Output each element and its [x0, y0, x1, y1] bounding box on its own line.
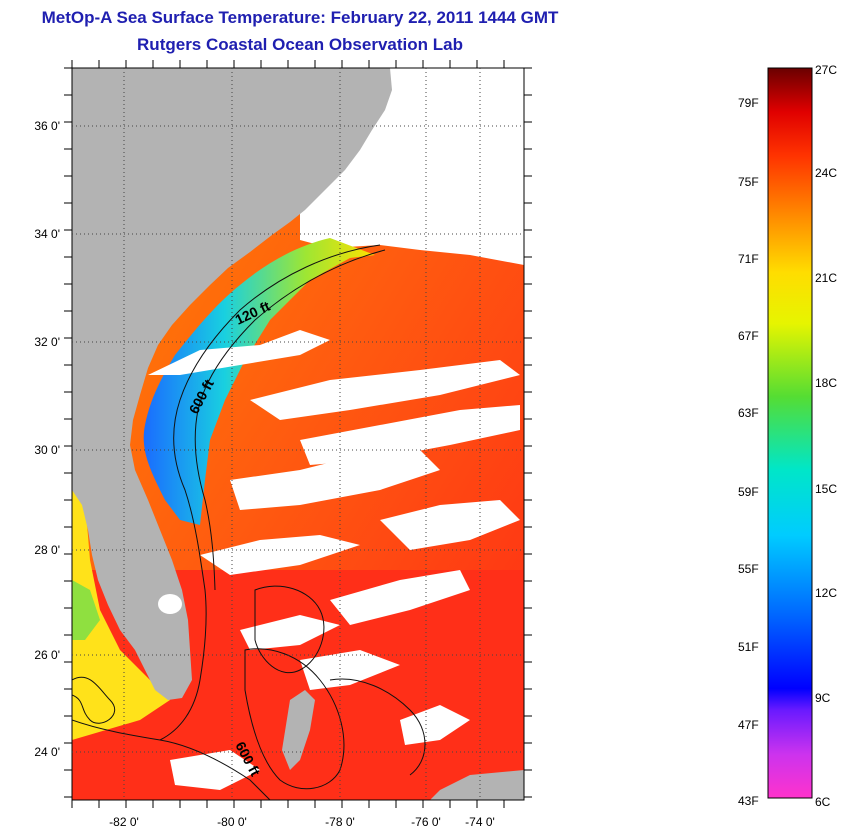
- lat-tick-label: 32 0': [34, 335, 60, 349]
- celsius-label: 6C: [815, 795, 831, 809]
- fahrenheit-label: 79F: [738, 96, 759, 110]
- lat-tick-label: 26 0': [34, 648, 60, 662]
- map-subtitle: Rutgers Coastal Ocean Observation Lab: [137, 35, 463, 54]
- cold-shelf-water: [143, 238, 375, 525]
- lat-tick-label: 34 0': [34, 227, 60, 241]
- lon-tick-label: -80 0': [217, 815, 247, 829]
- sst-map: 120 ft 600 ft 600 ft 36 0' 34 0' 32 0' 3…: [34, 60, 532, 829]
- latitude-labels: 36 0' 34 0' 32 0' 30 0' 28 0' 26 0' 24 0…: [34, 119, 60, 759]
- celsius-label: 27C: [815, 63, 837, 77]
- cloud-cover: [148, 330, 520, 790]
- fahrenheit-label: 43F: [738, 794, 759, 808]
- celsius-label: 15C: [815, 482, 837, 496]
- lon-tick-label: -74 0': [465, 815, 495, 829]
- map-frame: [71, 67, 525, 801]
- celsius-label: 18C: [815, 376, 837, 390]
- lon-tick-label: -76 0': [411, 815, 441, 829]
- fahrenheit-label: 71F: [738, 252, 759, 266]
- bahamas-island: [282, 690, 315, 770]
- lat-tick-label: 30 0': [34, 443, 60, 457]
- fahrenheit-label: 59F: [738, 485, 759, 499]
- fahrenheit-label: 67F: [738, 329, 759, 343]
- celsius-label: 24C: [815, 166, 837, 180]
- lon-tick-label: -82 0': [109, 815, 139, 829]
- longitude-labels: -82 0' -80 0' -78 0' -76 0' -74 0': [109, 815, 495, 829]
- celsius-label: 9C: [815, 691, 831, 705]
- fahrenheit-label: 55F: [738, 562, 759, 576]
- southern-land: [430, 770, 524, 800]
- bathymetry-contours: [72, 244, 426, 800]
- colorbar-gradient: [767, 67, 813, 799]
- celsius-labels: 27C 24C 21C 18C 15C 12C 9C 6C: [815, 63, 837, 809]
- lake-okeechobee: [158, 594, 182, 614]
- fahrenheit-labels: 79F 75F 71F 67F 63F 59F 55F 51F 47F 43F: [738, 96, 759, 808]
- map-imagery: 120 ft 600 ft 600 ft: [72, 68, 524, 800]
- celsius-label: 21C: [815, 271, 837, 285]
- celsius-label: 12C: [815, 586, 837, 600]
- lon-tick-label: -78 0': [325, 815, 355, 829]
- lat-tick-label: 24 0': [34, 745, 60, 759]
- graticule: [72, 68, 524, 800]
- temperature-colorbar: 79F 75F 71F 67F 63F 59F 55F 51F 47F 43F …: [738, 63, 837, 809]
- fahrenheit-label: 47F: [738, 718, 759, 732]
- fahrenheit-label: 51F: [738, 640, 759, 654]
- land-mass: [72, 68, 392, 700]
- gulf-shelf-water: [72, 490, 170, 740]
- lat-tick-label: 36 0': [34, 119, 60, 133]
- fahrenheit-label: 63F: [738, 406, 759, 420]
- lat-tick-label: 28 0': [34, 543, 60, 557]
- fahrenheit-label: 75F: [738, 175, 759, 189]
- map-title: MetOp-A Sea Surface Temperature: Februar…: [41, 8, 559, 27]
- frame-ticks: [64, 60, 532, 808]
